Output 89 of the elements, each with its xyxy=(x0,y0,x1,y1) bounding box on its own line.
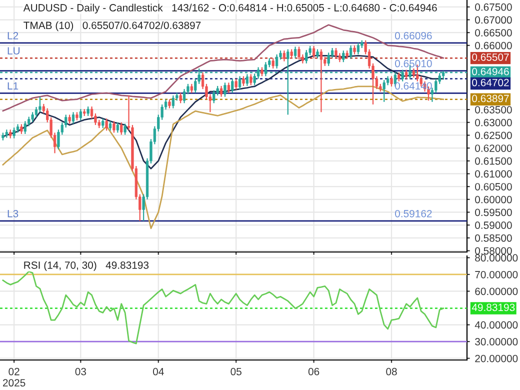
candlestick xyxy=(298,46,300,60)
candlestick xyxy=(334,47,338,59)
x-tick-label: 08 xyxy=(386,368,397,376)
candlestick xyxy=(312,45,316,59)
candlestick xyxy=(390,76,393,88)
y-tick-label: 80.00000 xyxy=(475,254,518,262)
candlestick xyxy=(224,82,226,98)
candlestick xyxy=(275,54,278,70)
candlestick xyxy=(24,120,26,135)
y-tick-label: 0.61000 xyxy=(475,170,512,178)
y-tick-label: 0.67500 xyxy=(475,3,512,11)
candlestick xyxy=(20,124,23,135)
x-tick-label: 06 xyxy=(308,368,320,376)
candlestick xyxy=(124,123,126,136)
candlestick xyxy=(34,106,38,118)
annotation: L2 xyxy=(8,32,18,40)
y-tick-label: 0.61500 xyxy=(475,157,512,165)
candlestick xyxy=(120,122,123,136)
candlestick xyxy=(294,46,297,59)
candlestick xyxy=(234,78,238,90)
candlestick xyxy=(320,48,323,113)
y-tick-label: 0.63500 xyxy=(475,106,512,114)
ref-line-label: 49.83193 xyxy=(472,304,515,312)
candlestick xyxy=(394,72,397,88)
candlestick xyxy=(327,52,330,67)
candlestick xyxy=(242,76,245,87)
candlestick xyxy=(64,114,68,128)
candlestick xyxy=(72,112,75,124)
ref-line-label: 0.66096 xyxy=(395,32,432,40)
y-tick-label: 30.00000 xyxy=(475,338,518,346)
candlestick xyxy=(116,122,119,134)
annotation: L1 xyxy=(8,82,18,90)
candlestick xyxy=(108,120,112,132)
x-tick-label: 02 2025 xyxy=(3,368,26,387)
ref-line-label: 0.65507 xyxy=(472,53,509,61)
annotation: L3 xyxy=(8,210,18,218)
chart-title: RSI (14, 70, 30) 49.83193 xyxy=(24,261,149,271)
candlestick xyxy=(231,78,234,94)
text: TMAB (10) 0.65507/0.64702/0.63897 xyxy=(24,21,201,32)
candlestick xyxy=(179,92,182,104)
y-tick-label: 0.60000 xyxy=(475,196,512,204)
candlestick xyxy=(356,42,360,55)
y-tick-label: 0.62000 xyxy=(475,144,512,152)
candlestick xyxy=(220,85,223,98)
candlestick xyxy=(102,118,104,129)
ref-line-label: 0.64946 xyxy=(472,68,509,76)
ref-line-label: 0.63897 xyxy=(472,94,509,102)
candlestick xyxy=(86,106,90,117)
x-tick-label: 03 xyxy=(75,368,86,376)
ref-line-label: 0.65010 xyxy=(395,60,432,68)
ref-line-label: 0.64702 xyxy=(472,78,509,86)
candlestick xyxy=(349,44,352,60)
line-series xyxy=(2,270,444,344)
candlestick xyxy=(112,120,116,134)
candlestick xyxy=(79,108,82,121)
candlestick xyxy=(282,50,286,62)
y-tick-label: 0.59500 xyxy=(475,208,512,216)
chart-title: AUDUSD - Daily - Candlestick 143/162 - O:0.64814 - H:0.65005 - L:0.64680 - C:0.64946 xyxy=(23,4,437,14)
candlestick xyxy=(182,88,186,104)
y-tick-label: 40.00000 xyxy=(474,321,518,329)
x-tick-label: 04 xyxy=(152,368,164,376)
y-tick-label: 0.59000 xyxy=(475,222,512,229)
y-tick-label: 0.60500 xyxy=(475,183,512,190)
y-tick-label: 0.58500 xyxy=(475,234,512,242)
y-tick-label: 0.58000 xyxy=(475,247,512,255)
candlestick xyxy=(272,58,274,70)
y-tick-label: 0.62500 xyxy=(475,132,512,140)
candlestick xyxy=(404,69,408,80)
candlestick xyxy=(227,82,230,94)
x-tick-label: 05 xyxy=(230,368,242,376)
annotation: LU xyxy=(8,47,20,54)
candlestick xyxy=(212,90,216,104)
ref-line-label: 0.59162 xyxy=(395,210,432,218)
candlestick xyxy=(90,106,94,120)
candlestick xyxy=(172,94,174,109)
y-tick-label: 0.67000 xyxy=(475,16,512,24)
candlestick xyxy=(305,49,308,64)
y-tick-label: 70.00000 xyxy=(475,270,518,278)
candlestick xyxy=(238,76,242,90)
y-tick-label: 0.66500 xyxy=(475,29,512,36)
y-tick-label: 20.00000 xyxy=(475,354,518,362)
candlestick xyxy=(12,126,16,139)
candlestick xyxy=(105,118,108,132)
candlestick xyxy=(250,74,252,86)
y-tick-label: 60.00000 xyxy=(475,288,518,296)
candlestick xyxy=(342,50,345,63)
y-tick-label: 0.66000 xyxy=(475,42,512,50)
candlestick xyxy=(382,80,386,102)
y-tick-label: 0.63000 xyxy=(475,118,512,126)
